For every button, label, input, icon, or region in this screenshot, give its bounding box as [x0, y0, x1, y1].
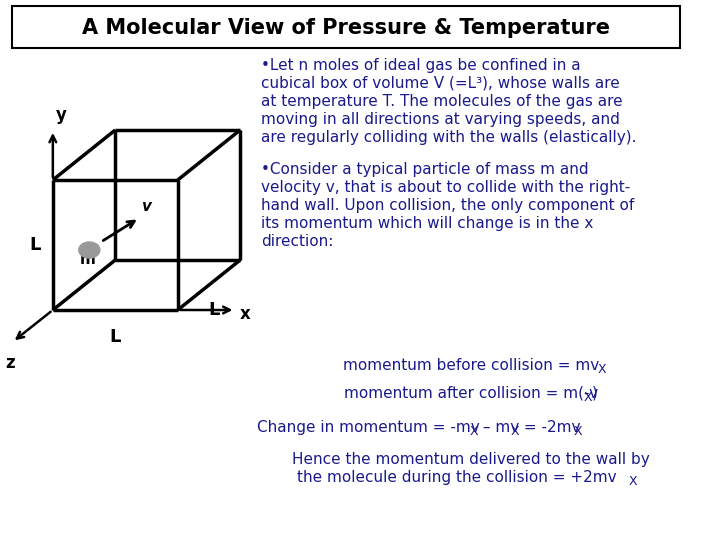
Text: v: v	[141, 199, 151, 214]
Text: hand wall. Upon collision, the only component of: hand wall. Upon collision, the only comp…	[261, 198, 634, 213]
Text: velocity v, that is about to collide with the right-: velocity v, that is about to collide wit…	[261, 180, 631, 195]
Text: z: z	[5, 354, 14, 372]
Text: •Let n moles of ideal gas be confined in a: •Let n moles of ideal gas be confined in…	[261, 58, 581, 73]
Text: cubical box of volume V (=L³), whose walls are: cubical box of volume V (=L³), whose wal…	[261, 76, 620, 91]
Text: – mv: – mv	[478, 420, 520, 435]
FancyBboxPatch shape	[12, 6, 680, 48]
Text: •Consider a typical particle of mass m and: •Consider a typical particle of mass m a…	[261, 162, 589, 177]
Text: x: x	[240, 305, 251, 323]
Text: L: L	[208, 301, 220, 319]
Text: X: X	[574, 425, 582, 438]
Text: m: m	[79, 252, 95, 267]
Text: X: X	[598, 363, 606, 376]
Text: Hence the momentum delivered to the wall by: Hence the momentum delivered to the wall…	[292, 452, 649, 467]
Text: X: X	[583, 391, 592, 404]
Text: X: X	[511, 425, 520, 438]
Text: are regularly colliding with the walls (elastically).: are regularly colliding with the walls (…	[261, 130, 636, 145]
Text: L: L	[30, 236, 41, 254]
Text: L: L	[109, 328, 121, 346]
Text: A Molecular View of Pressure & Temperature: A Molecular View of Pressure & Temperatu…	[82, 18, 610, 38]
Text: direction:: direction:	[261, 234, 333, 249]
Text: momentum before collision = mv: momentum before collision = mv	[343, 358, 599, 373]
Text: at temperature T. The molecules of the gas are: at temperature T. The molecules of the g…	[261, 94, 623, 109]
Text: X: X	[469, 425, 478, 438]
Text: its momentum which will change is in the x: its momentum which will change is in the…	[261, 216, 594, 231]
Text: y: y	[55, 106, 66, 124]
Text: momentum after collision = m(-v: momentum after collision = m(-v	[343, 386, 598, 401]
Text: Change in momentum = -mv: Change in momentum = -mv	[256, 420, 480, 435]
Text: ): )	[592, 386, 598, 401]
Text: the molecule during the collision = +2mv: the molecule during the collision = +2mv	[297, 470, 616, 485]
Text: X: X	[629, 475, 637, 488]
Text: moving in all directions at varying speeds, and: moving in all directions at varying spee…	[261, 112, 620, 127]
Ellipse shape	[78, 242, 100, 258]
Text: = -2mv: = -2mv	[519, 420, 580, 435]
